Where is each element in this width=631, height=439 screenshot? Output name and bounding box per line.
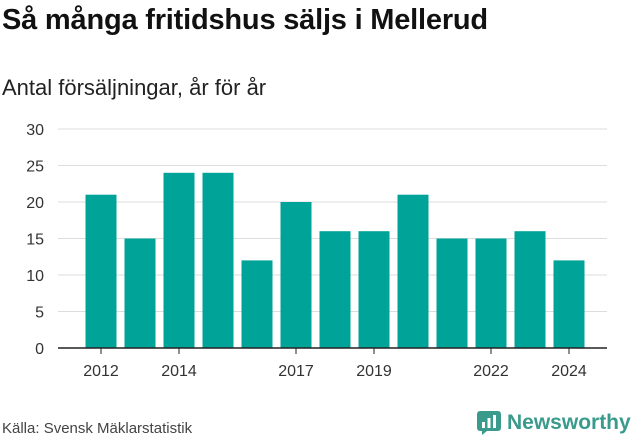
newsworthy-logo-icon — [477, 411, 501, 435]
bar-chart: 0 5 10 15 20 25 30 2012 2014 2017 2019 2022 2024 — [26, 122, 607, 380]
axes: 0 5 10 15 20 25 30 2012 2014 2017 2019 2022 2024 — [26, 122, 607, 380]
brand-name: Newsworthy — [507, 411, 631, 434]
chart-subtitle: Antal försäljningar, år för år — [2, 75, 267, 100]
y-tick-label: 10 — [26, 268, 44, 285]
x-tick-label: 2024 — [551, 363, 587, 380]
y-tick-label: 20 — [26, 195, 44, 212]
bar-2021 — [436, 238, 468, 348]
bar-2024 — [553, 260, 585, 348]
bar-2020 — [397, 194, 429, 348]
bar-2023 — [514, 231, 546, 348]
bar-2019 — [358, 231, 390, 348]
bar-2015 — [202, 172, 234, 348]
bar-2012 — [85, 194, 117, 348]
bar-2022 — [475, 238, 507, 348]
x-tick-label: 2012 — [83, 363, 119, 380]
bars — [85, 172, 585, 348]
x-tick-label: 2014 — [161, 363, 197, 380]
y-tick-label: 30 — [26, 122, 44, 139]
y-tick-label: 15 — [26, 232, 44, 249]
bar-2016 — [241, 260, 273, 348]
y-tick-label: 0 — [35, 341, 44, 358]
bar-2013 — [124, 238, 156, 348]
brand-logo: Newsworthy — [477, 409, 631, 437]
y-tick-label: 5 — [35, 305, 44, 322]
bar-2018 — [319, 231, 351, 348]
x-tick-label: 2022 — [473, 363, 509, 380]
y-tick-label: 25 — [26, 159, 44, 176]
x-tick-label: 2017 — [278, 363, 314, 380]
source-note: Källa: Svensk Mäklarstatistik — [2, 420, 193, 437]
bar-2014 — [163, 172, 195, 348]
x-tick-label: 2019 — [356, 363, 392, 380]
bar-2017 — [280, 202, 312, 348]
chart-title: Så många fritidshus säljs i Mellerud — [2, 4, 488, 36]
